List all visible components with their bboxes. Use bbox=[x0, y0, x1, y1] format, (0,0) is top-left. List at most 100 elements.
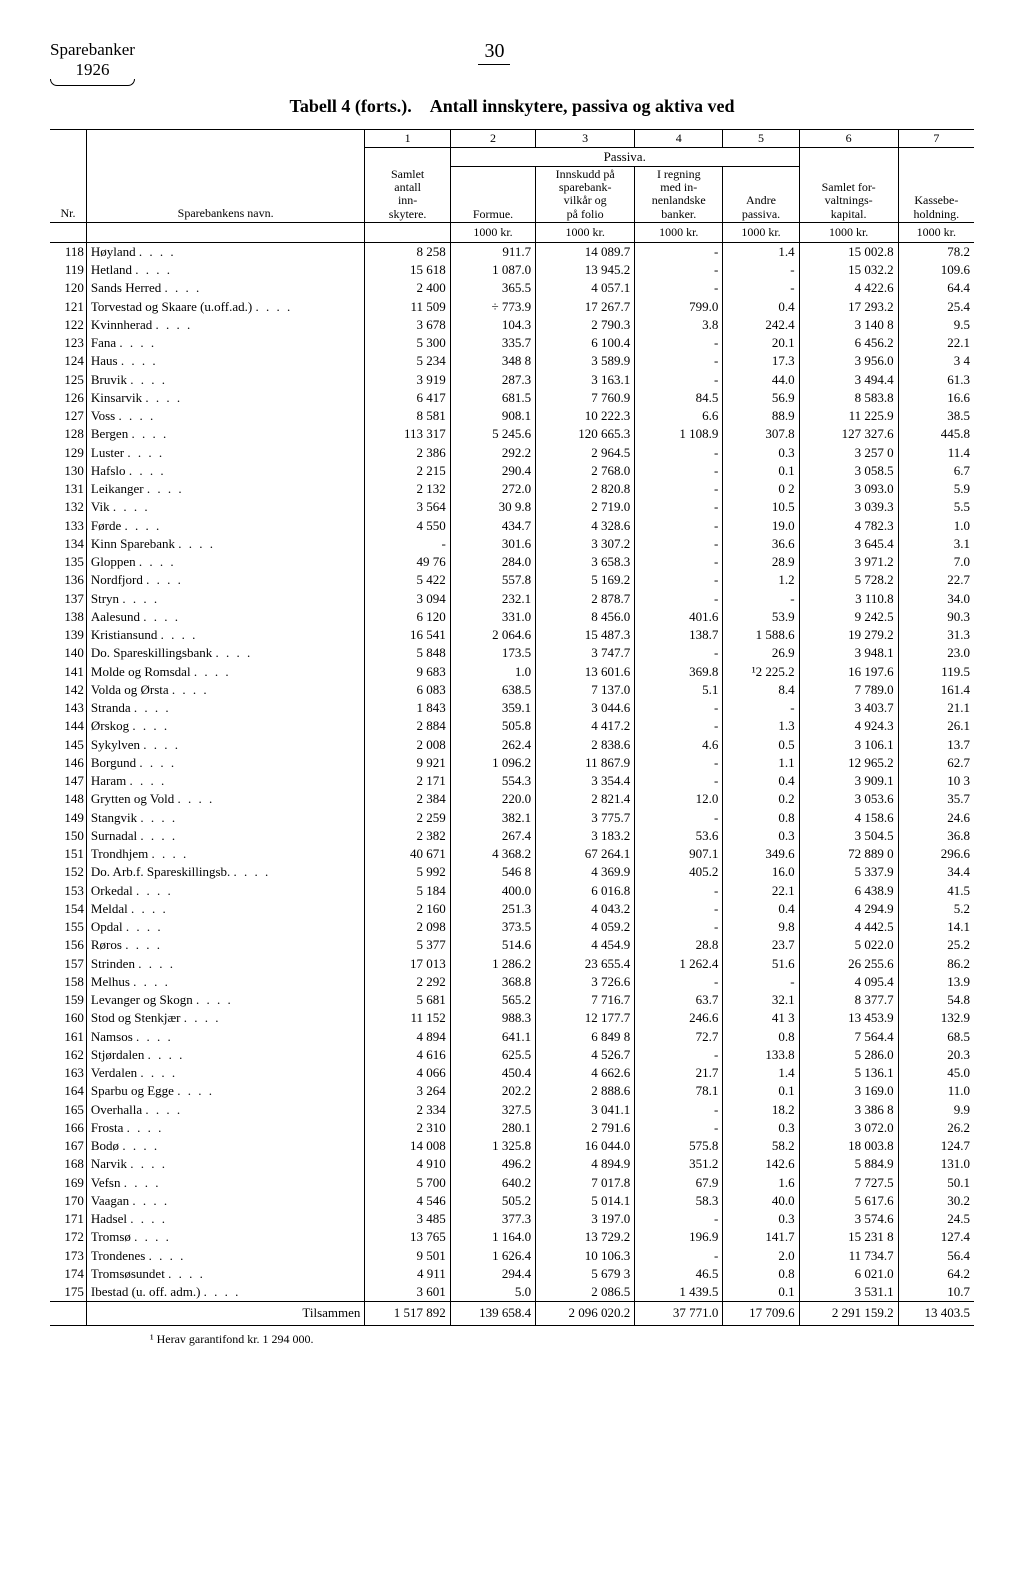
cell-name: Torvestad og Skaare (u.off.ad.) . . . . bbox=[86, 298, 365, 316]
cell-c7: 24.5 bbox=[898, 1210, 974, 1228]
table-row: 120Sands Herred . . . .2 400365.54 057.1… bbox=[50, 279, 974, 297]
cell-nr: 118 bbox=[50, 242, 86, 261]
cell-c5: - bbox=[723, 279, 799, 297]
cell-name: Fana . . . . bbox=[86, 334, 365, 352]
cell-c2: 625.5 bbox=[450, 1046, 535, 1064]
cell-c1: 5 422 bbox=[365, 571, 450, 589]
cell-c4: - bbox=[635, 444, 723, 462]
cell-nr: 146 bbox=[50, 754, 86, 772]
cell-nr: 126 bbox=[50, 389, 86, 407]
cell-c5: 0.4 bbox=[723, 900, 799, 918]
cell-c2: 4 368.2 bbox=[450, 845, 535, 863]
cell-nr: 174 bbox=[50, 1265, 86, 1283]
cell-c2: 911.7 bbox=[450, 242, 535, 261]
cell-c1: 3 485 bbox=[365, 1210, 450, 1228]
cell-c7: 41.5 bbox=[898, 882, 974, 900]
cell-c1: 15 618 bbox=[365, 261, 450, 279]
cell-c1: 5 377 bbox=[365, 936, 450, 954]
cell-c6: 19 279.2 bbox=[799, 626, 898, 644]
cell-c7: 5.2 bbox=[898, 900, 974, 918]
cell-c2: 554.3 bbox=[450, 772, 535, 790]
cell-c1: 2 098 bbox=[365, 918, 450, 936]
cell-c3: 4 043.2 bbox=[536, 900, 635, 918]
cell-c6: 15 032.2 bbox=[799, 261, 898, 279]
cell-c2: 348 8 bbox=[450, 352, 535, 370]
cell-c7: 34.4 bbox=[898, 863, 974, 881]
cell-c1: 11 152 bbox=[365, 1009, 450, 1027]
cell-c7: 296.6 bbox=[898, 845, 974, 863]
table-row: 127Voss . . . .8 581908.110 222.36.688.9… bbox=[50, 407, 974, 425]
cell-c3: 4 662.6 bbox=[536, 1064, 635, 1082]
cell-c2: 292.2 bbox=[450, 444, 535, 462]
cell-c1: 3 264 bbox=[365, 1082, 450, 1100]
cell-nr: 170 bbox=[50, 1192, 86, 1210]
cell-c3: 4 417.2 bbox=[536, 717, 635, 735]
cell-c5: 242.4 bbox=[723, 316, 799, 334]
cell-nr: 154 bbox=[50, 900, 86, 918]
cell-c5: 2.0 bbox=[723, 1247, 799, 1265]
table-row: 139Kristiansund . . . .16 5412 064.615 4… bbox=[50, 626, 974, 644]
cell-c2: 908.1 bbox=[450, 407, 535, 425]
cell-c7: 30.2 bbox=[898, 1192, 974, 1210]
cell-c6: 17 293.2 bbox=[799, 298, 898, 316]
cell-nr: 155 bbox=[50, 918, 86, 936]
cell-c4: 1 262.4 bbox=[635, 955, 723, 973]
cell-c3: 4 369.9 bbox=[536, 863, 635, 881]
cell-c4: - bbox=[635, 1119, 723, 1137]
cell-c3: 17 267.7 bbox=[536, 298, 635, 316]
table-row: 158Melhus . . . .2 292368.83 726.6--4 09… bbox=[50, 973, 974, 991]
cell-c4: 72.7 bbox=[635, 1028, 723, 1046]
cell-c1: 11 509 bbox=[365, 298, 450, 316]
cell-nr: 163 bbox=[50, 1064, 86, 1082]
doc-title: Sparebanker 1926 bbox=[50, 40, 135, 86]
cell-c7: 21.1 bbox=[898, 699, 974, 717]
cell-c5: 1.6 bbox=[723, 1174, 799, 1192]
cell-c5: 56.9 bbox=[723, 389, 799, 407]
table-row: 153Orkedal . . . .5 184400.06 016.8-22.1… bbox=[50, 882, 974, 900]
cell-c4: 46.5 bbox=[635, 1265, 723, 1283]
colnum-6: 6 bbox=[799, 129, 898, 147]
cell-name: Kvinnherad . . . . bbox=[86, 316, 365, 334]
cell-c2: 1 325.8 bbox=[450, 1137, 535, 1155]
cell-nr: 148 bbox=[50, 790, 86, 808]
table-row: 167Bodø . . . .14 0081 325.816 044.0575.… bbox=[50, 1137, 974, 1155]
cell-c5: 0.8 bbox=[723, 1028, 799, 1046]
cell-name: Gloppen . . . . bbox=[86, 553, 365, 571]
cell-c5: 0.3 bbox=[723, 827, 799, 845]
cell-c6: 8 583.8 bbox=[799, 389, 898, 407]
col-passiva: Passiva. bbox=[450, 147, 799, 166]
table-row: 144Ørskog . . . .2 884505.84 417.2-1.34 … bbox=[50, 717, 974, 735]
cell-name: Bergen . . . . bbox=[86, 425, 365, 443]
cell-nr: 153 bbox=[50, 882, 86, 900]
cell-c5: 53.9 bbox=[723, 608, 799, 626]
table-row: 119Hetland . . . .15 6181 087.013 945.2-… bbox=[50, 261, 974, 279]
cell-c3: 67 264.1 bbox=[536, 845, 635, 863]
cell-c3: 5 014.1 bbox=[536, 1192, 635, 1210]
cell-name: Hafslo . . . . bbox=[86, 462, 365, 480]
cell-c1: - bbox=[365, 535, 450, 553]
cell-c3: 2 768.0 bbox=[536, 462, 635, 480]
cell-name: Volda og Ørsta . . . . bbox=[86, 681, 365, 699]
cell-c5: 16.0 bbox=[723, 863, 799, 881]
table-row: 156Røros . . . .5 377514.64 454.928.823.… bbox=[50, 936, 974, 954]
cell-c5: 349.6 bbox=[723, 845, 799, 863]
cell-c1: 5 300 bbox=[365, 334, 450, 352]
cell-c7: 90.3 bbox=[898, 608, 974, 626]
cell-c5: 1 588.6 bbox=[723, 626, 799, 644]
table-row: 123Fana . . . .5 300335.76 100.4-20.16 4… bbox=[50, 334, 974, 352]
cell-nr: 124 bbox=[50, 352, 86, 370]
cell-c4: - bbox=[635, 517, 723, 535]
table-row: 124Haus . . . .5 234348 83 589.9-17.33 9… bbox=[50, 352, 974, 370]
col-formue: Formue. bbox=[450, 167, 535, 223]
total-c3: 2 096 020.2 bbox=[536, 1302, 635, 1325]
cell-c3: 4 059.2 bbox=[536, 918, 635, 936]
cell-c3: 6 016.8 bbox=[536, 882, 635, 900]
cell-c4: 53.6 bbox=[635, 827, 723, 845]
cell-c4: 21.7 bbox=[635, 1064, 723, 1082]
cell-c2: 400.0 bbox=[450, 882, 535, 900]
cell-c6: 5 884.9 bbox=[799, 1155, 898, 1173]
cell-c6: 3 531.1 bbox=[799, 1283, 898, 1302]
cell-c7: 54.8 bbox=[898, 991, 974, 1009]
cell-c5: 141.7 bbox=[723, 1228, 799, 1246]
cell-c3: 3 183.2 bbox=[536, 827, 635, 845]
